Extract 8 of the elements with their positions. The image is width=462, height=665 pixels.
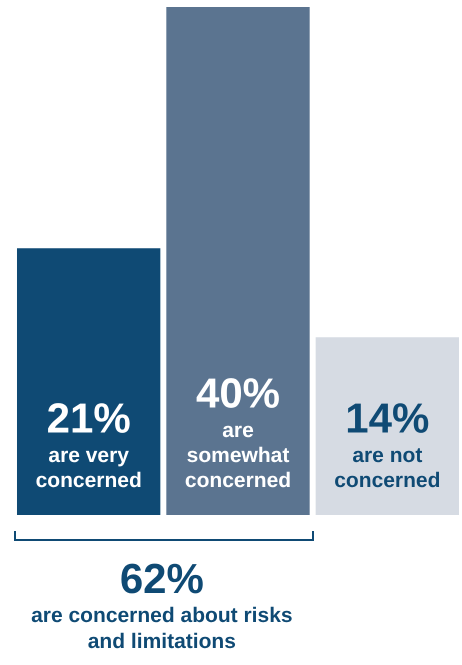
x-tick-label: are not concerned (334, 444, 440, 492)
text: are concerned about risks and limitations (30, 603, 294, 655)
data-label: 40% (196, 370, 280, 416)
text: 62% (118, 555, 205, 603)
data-label: 14% (345, 394, 430, 442)
data-label: 21% (46, 394, 131, 442)
x-tick-label: are very concerned (36, 444, 142, 492)
x-tick-label: are somewhat concerned (184, 419, 292, 492)
